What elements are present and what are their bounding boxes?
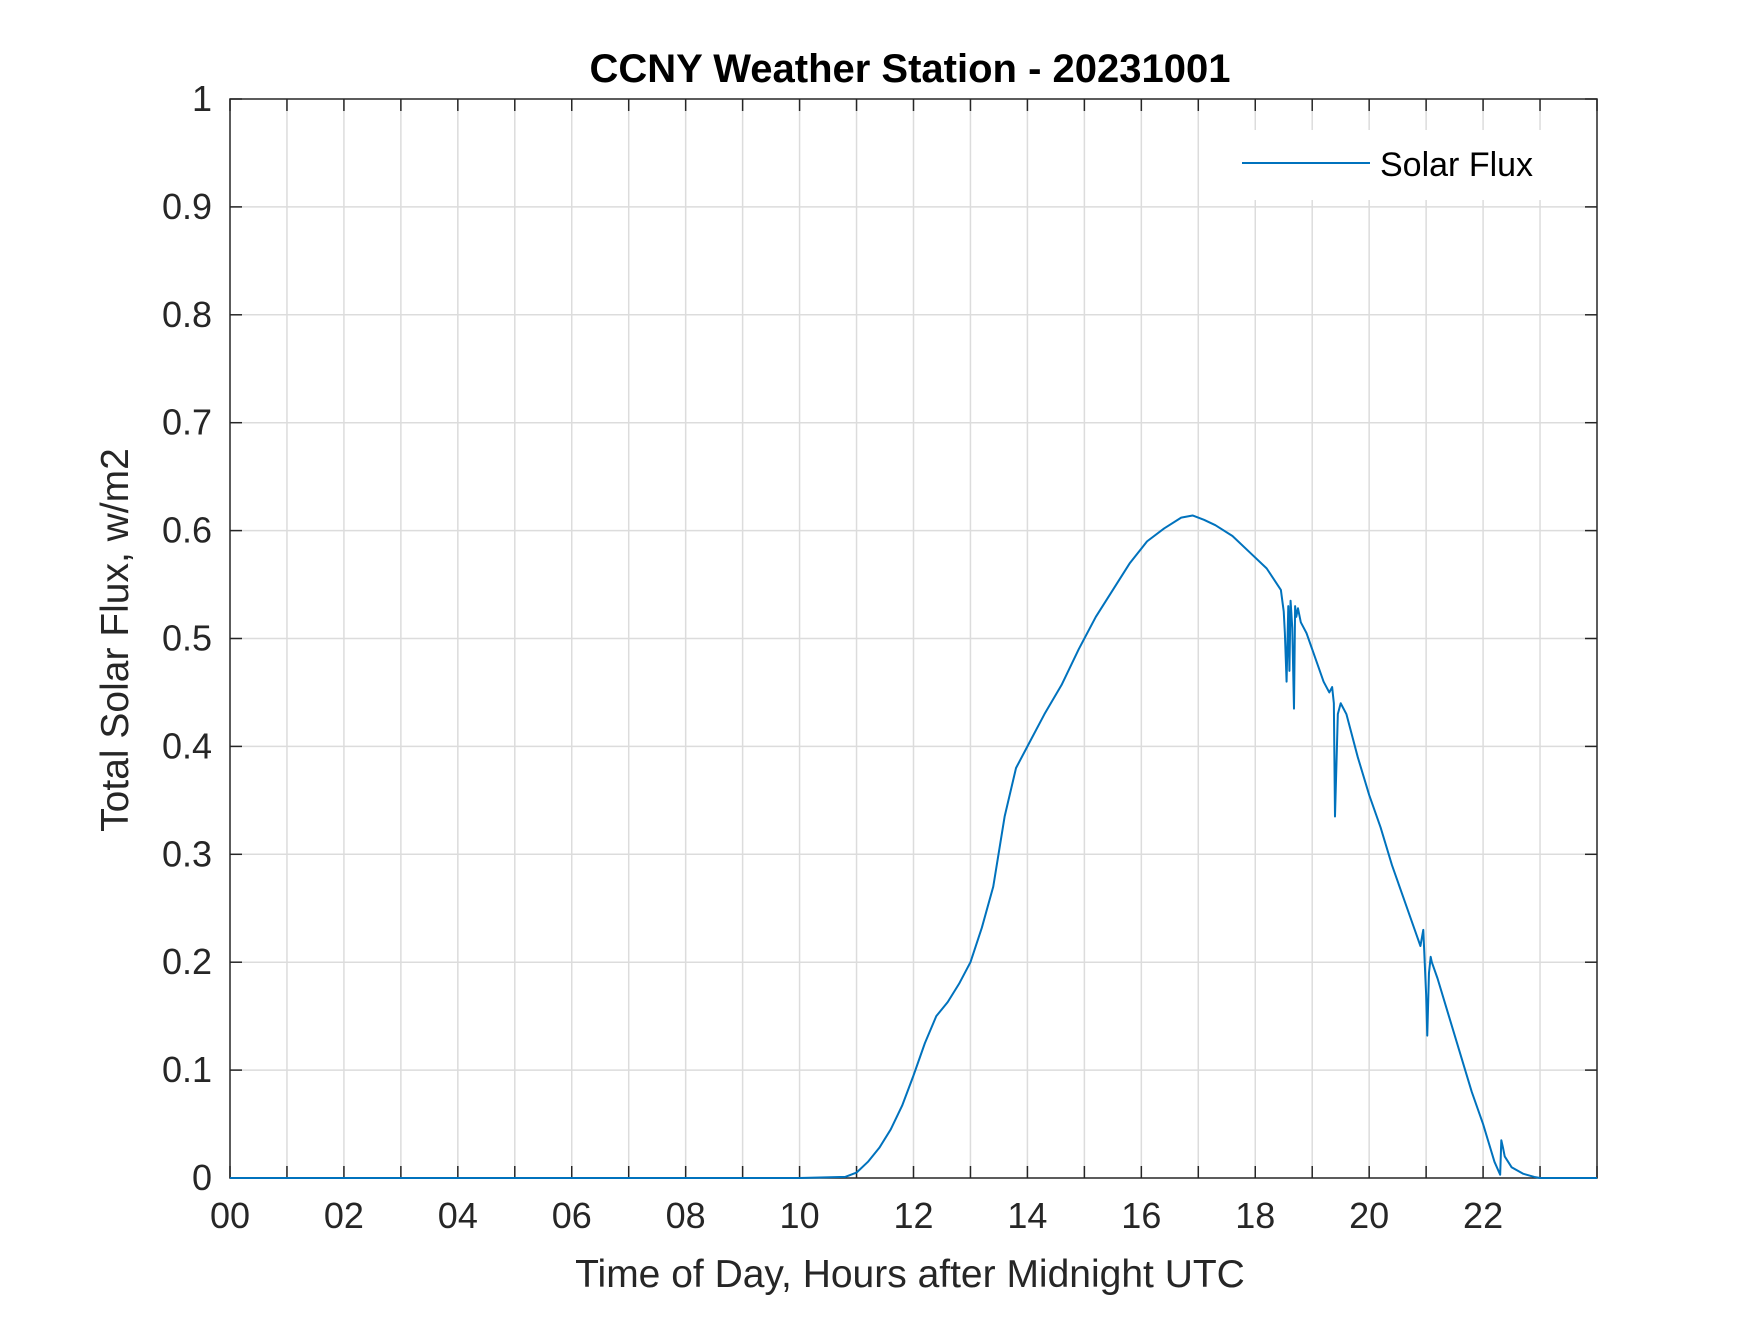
x-tick-label: 12: [893, 1195, 933, 1236]
x-tick-label: 14: [1007, 1195, 1047, 1236]
series-layer: [230, 514, 1597, 1179]
y-tick-label: 0.5: [162, 618, 212, 659]
tick-labels: 00 02 04 06 08 10 12 14 16 18 20 22 0 0.1 0.2 0.3 0.4 0.5…: [162, 78, 1503, 1236]
y-tick-label: 0.9: [162, 186, 212, 227]
x-tick-label: 08: [666, 1195, 706, 1236]
y-tick-label: 0.2: [162, 941, 212, 982]
legend-entry-label: Solar Flux: [1380, 146, 1533, 184]
y-tick-label: 0.6: [162, 510, 212, 551]
y-tick-label: 0.1: [162, 1049, 212, 1090]
series-line-solar-flux: [230, 514, 1597, 1179]
y-tick-label: 0.7: [162, 402, 212, 443]
x-tick-label: 06: [552, 1195, 592, 1236]
x-tick-label: 02: [324, 1195, 364, 1236]
x-tick-label: 22: [1463, 1195, 1503, 1236]
legend: Solar Flux: [1215, 130, 1555, 200]
chart-title: CCNY Weather Station - 20231001: [590, 47, 1231, 91]
y-tick-label: 0.3: [162, 833, 212, 874]
x-tick-label: 00: [210, 1195, 250, 1236]
x-tick-label: 16: [1121, 1195, 1161, 1236]
y-tick-label: 0.4: [162, 725, 212, 766]
legend-box: [1215, 130, 1555, 200]
x-tick-label: 20: [1349, 1195, 1389, 1236]
y-tick-label: 0: [192, 1157, 212, 1198]
grid-lines: [230, 99, 1597, 1178]
x-tick-label: 10: [780, 1195, 820, 1236]
x-tick-label: 04: [438, 1195, 478, 1236]
x-axis-label: Time of Day, Hours after Midnight UTC: [575, 1253, 1245, 1296]
y-axis-label: Total Solar Flux, w/m2: [94, 448, 137, 832]
y-tick-label: 1: [192, 78, 212, 119]
y-tick-label: 0.8: [162, 294, 212, 335]
x-tick-label: 18: [1235, 1195, 1275, 1236]
